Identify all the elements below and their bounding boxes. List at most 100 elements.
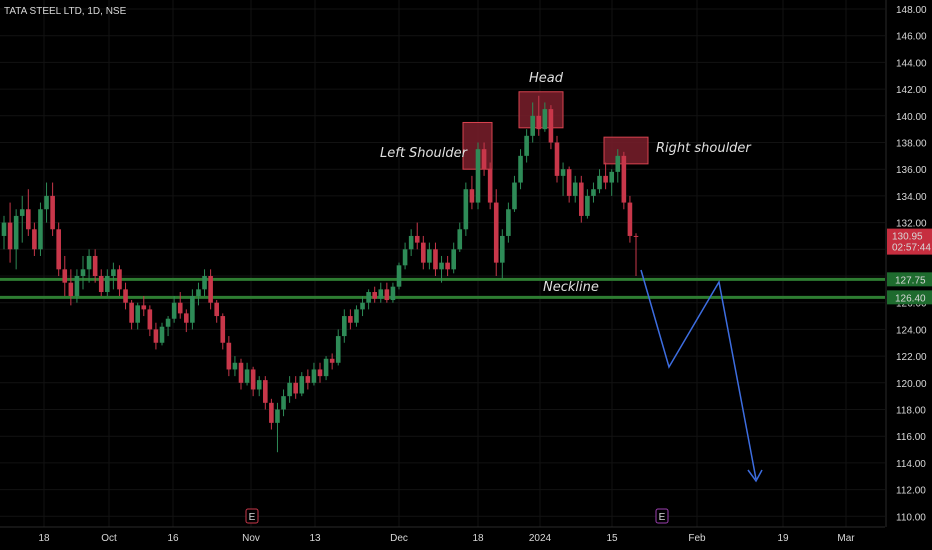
neckline-label: Neckline [543, 280, 599, 295]
candles [1, 95, 639, 453]
candle-body [500, 235, 505, 263]
candle-body [135, 305, 140, 323]
candle-body [348, 316, 353, 323]
candle-body [585, 195, 590, 216]
countdown-label: 02:57:44 [892, 243, 931, 254]
time-tick-label: Nov [242, 533, 260, 544]
candle-body [287, 382, 292, 397]
price-tick-label: 120.00 [896, 379, 927, 390]
candle-body [62, 269, 68, 283]
candle-body [408, 235, 414, 250]
candle-body [238, 362, 244, 383]
candle-body [396, 265, 402, 287]
level-badge-label: 127.75 [895, 275, 926, 286]
candle-body [105, 276, 110, 293]
earnings-marker[interactable] [655, 508, 669, 524]
time-axis[interactable]: 18 Oct 16 Nov 13 Dec 18 2024 15 Feb 19 Mar [0, 526, 885, 544]
candle-body [633, 235, 639, 237]
head-label: Head [529, 71, 564, 86]
last-price-label: 130.95 [892, 232, 923, 243]
candle-body [384, 289, 390, 301]
price-tick-label: 146.00 [896, 32, 927, 43]
candle-body [360, 302, 365, 310]
candle-body [232, 362, 238, 370]
candle-body [202, 276, 207, 290]
candle-body [506, 209, 511, 236]
candle-body [329, 358, 335, 363]
candle-body [92, 255, 98, 276]
candle-body [603, 175, 608, 183]
candle-body [159, 326, 165, 343]
candle-body [591, 189, 596, 196]
earnings-marker-label: E [659, 512, 666, 523]
earnings-marker-label: E [249, 512, 256, 523]
candle-body [208, 276, 213, 303]
time-tick-label: 16 [167, 533, 179, 544]
candle-body [342, 316, 347, 337]
price-tick-label: 134.00 [896, 192, 927, 203]
candle-body [469, 189, 475, 203]
candle-body [26, 209, 31, 230]
candle-body [32, 229, 37, 250]
candle-body [171, 302, 177, 319]
level-badge [887, 290, 932, 305]
candle-body [560, 169, 566, 176]
price-tick-label: 136.00 [896, 165, 927, 176]
candle-body [402, 249, 408, 266]
candle-body [293, 382, 298, 394]
price-tick-label: 148.00 [896, 5, 927, 16]
candle-body [299, 376, 305, 394]
right-shoulder-label: Right shoulder [656, 141, 752, 156]
candle-body [44, 195, 49, 210]
price-tick-label: 116.00 [896, 432, 926, 443]
candle-body [256, 380, 262, 390]
time-tick-label: 2024 [529, 533, 552, 544]
neckline-levels [0, 277, 885, 299]
candle-body [7, 222, 13, 250]
time-tick-label: Oct [101, 533, 117, 544]
price-tick-label: 142.00 [896, 85, 927, 96]
time-tick-label: Mar [837, 533, 855, 544]
candle-body [305, 376, 311, 383]
candle-body [548, 109, 554, 143]
candle-body [512, 182, 517, 210]
candle-body [414, 235, 420, 243]
level-badge-label: 126.40 [895, 293, 926, 304]
candle-body [269, 402, 274, 423]
price-tick-label: 144.00 [896, 58, 927, 69]
candle-body [451, 249, 456, 270]
candle-body [220, 316, 226, 343]
candle-body [13, 215, 19, 250]
candle-body [457, 229, 463, 250]
time-tick-label: 15 [606, 533, 618, 544]
candle-body [275, 409, 280, 423]
projection-arrowhead [747, 469, 763, 483]
projection-path [640, 269, 763, 483]
candle-body [74, 276, 80, 297]
candle-body [536, 115, 542, 130]
price-tick-label: 132.00 [896, 219, 927, 230]
time-tick-label: 18 [38, 533, 50, 544]
candle-body [184, 313, 189, 323]
candle-body [621, 155, 627, 203]
earnings-marker[interactable] [245, 508, 259, 524]
projection-line [640, 269, 757, 480]
candle-body [281, 396, 286, 410]
candle-body [627, 202, 633, 236]
candle-body [354, 309, 359, 323]
candle-body [123, 289, 128, 303]
candle-body [579, 182, 584, 216]
candle-body [554, 142, 560, 176]
candle-body [50, 195, 55, 230]
candle-body [445, 262, 450, 270]
candle-body [433, 249, 438, 270]
candle-body [427, 249, 432, 263]
price-axis[interactable]: 110.00 112.00 114.00 116.00 118.00 120.00 122.… [885, 0, 932, 527]
candle-body [117, 269, 122, 290]
candle-body [439, 262, 444, 270]
price-tick-label: 114.00 [896, 459, 926, 470]
time-tick-label: Feb [688, 533, 706, 544]
